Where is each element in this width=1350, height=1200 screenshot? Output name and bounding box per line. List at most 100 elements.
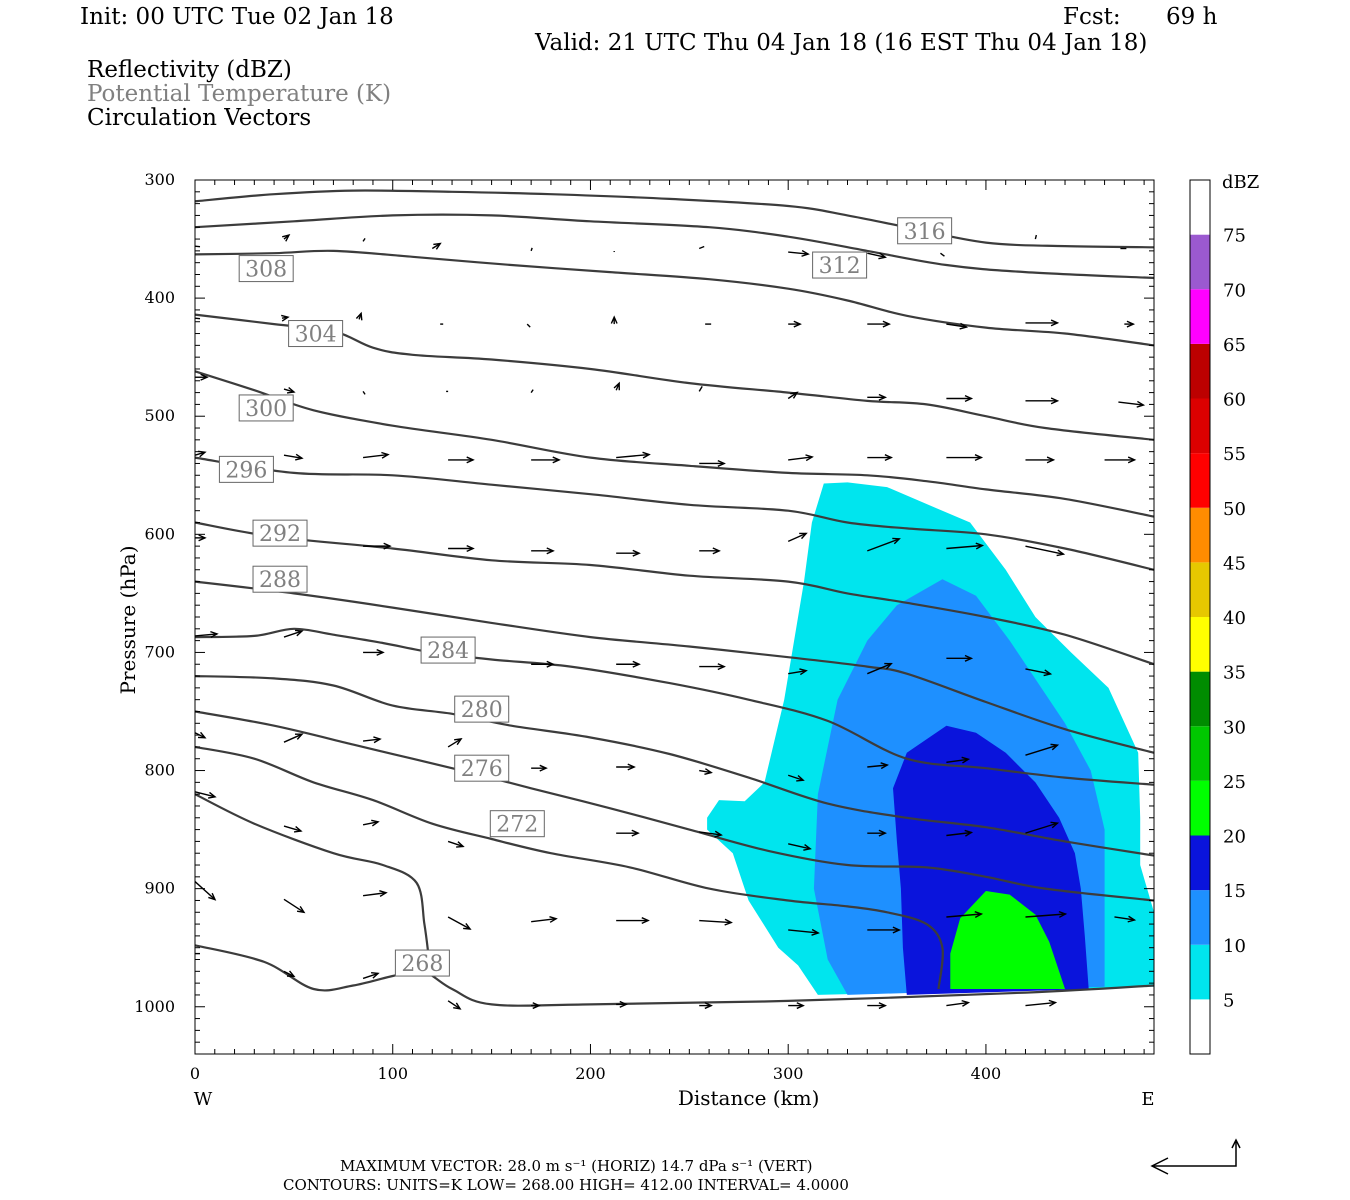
- y-tick-label: 1000: [134, 997, 175, 1016]
- circulation-vector-head: [197, 731, 207, 739]
- circulation-vector: [698, 386, 703, 392]
- y-tick-label: 800: [144, 761, 175, 780]
- circulation-vector-head: [714, 830, 723, 838]
- colorbar-segment: [1190, 999, 1210, 1054]
- colorbar-label: 60: [1223, 390, 1246, 411]
- circulation-vector: [447, 738, 462, 748]
- circulation-vector: [788, 929, 819, 934]
- circulation-vector-head: [453, 1002, 462, 1010]
- circulation-vector: [1025, 913, 1066, 918]
- circulation-vector-head: [974, 454, 984, 462]
- circulation-vector-head: [878, 252, 887, 260]
- circulation-vector-head: [704, 768, 713, 775]
- colorbar-segment: [1190, 289, 1210, 344]
- field-circulation-title: Circulation Vectors: [87, 105, 312, 131]
- theta-label-box: [454, 695, 510, 723]
- west-label: W: [194, 1089, 213, 1110]
- colorbar-label: 25: [1223, 772, 1246, 793]
- colorbar-label: 40: [1223, 608, 1246, 629]
- circulation-vector-head: [552, 456, 561, 464]
- circulation-vector: [530, 389, 534, 393]
- circulation-vector: [531, 918, 557, 923]
- circulation-vector-head: [882, 320, 892, 328]
- circulation-vector-head: [805, 454, 814, 462]
- theta-contour-308: [194, 249, 1155, 347]
- colorbar-segment: [1190, 944, 1210, 1000]
- colorbar-label: 55: [1223, 444, 1246, 465]
- circulation-vector-head: [373, 736, 382, 744]
- circulation-vector-head: [200, 373, 209, 381]
- circulation-vector: [1118, 401, 1144, 406]
- circulation-vector: [194, 881, 216, 901]
- circulation-vector-head: [964, 395, 974, 402]
- circulation-vector: [194, 791, 216, 798]
- x-tick-label: 200: [575, 1064, 606, 1083]
- circulation-vector: [283, 825, 302, 832]
- circulation-vector-head: [371, 972, 380, 979]
- circulation-vector-head: [282, 233, 291, 242]
- circulation-vector: [787, 532, 807, 543]
- circulation-vector-head: [293, 825, 303, 833]
- circulation-vector-head: [456, 841, 465, 848]
- colorbar-label: 15: [1223, 881, 1246, 902]
- reference-vector-head-vertical: [1231, 1138, 1241, 1149]
- theta-contour-label: 312: [819, 254, 861, 279]
- circulation-vector-head: [642, 451, 651, 459]
- x-tick-label: 0: [190, 1064, 200, 1083]
- theta-contour-300: [194, 370, 1155, 518]
- circulation-vector-head: [884, 662, 893, 670]
- forecast-label: Fcst:: [1063, 4, 1121, 30]
- colorbar-segment: [1190, 671, 1210, 727]
- circulation-vector-head: [1048, 999, 1058, 1007]
- circulation-vector-head: [796, 775, 805, 782]
- theta-label-box: [238, 394, 294, 422]
- circulation-vector-head: [613, 381, 620, 391]
- circulation-vector: [787, 391, 798, 400]
- circulation-vector-head: [641, 917, 650, 925]
- circulation-vector-head: [208, 892, 217, 901]
- circulation-vector-head: [433, 242, 442, 250]
- theta-contour-label: 304: [295, 323, 337, 348]
- circulation-vector: [283, 970, 295, 977]
- colorbar-label: 65: [1223, 335, 1246, 356]
- reference-vector-head-horizontal: [1150, 1157, 1169, 1175]
- circulation-vector: [283, 630, 303, 638]
- circulation-vector-head: [892, 537, 901, 545]
- colorbar-title: dBZ: [1222, 172, 1259, 193]
- circulation-vector-head: [884, 454, 894, 462]
- theta-contour-288: [194, 580, 1155, 754]
- colorbar-segment: [1190, 726, 1210, 781]
- circulation-vector-head: [1043, 669, 1053, 677]
- circulation-vector-head: [717, 663, 726, 671]
- circulation-vector: [787, 774, 804, 781]
- colorbar-label: 75: [1223, 226, 1246, 247]
- theta-contour-276: [194, 710, 1155, 902]
- circulation-vector-head: [355, 311, 363, 321]
- circulation-vector-head: [878, 393, 888, 401]
- circulation-vector-head: [294, 629, 304, 637]
- colorbar-label: 70: [1223, 280, 1246, 301]
- circulation-vector-head: [532, 1002, 541, 1010]
- circulation-vector-head: [197, 450, 207, 458]
- circulation-vector-head: [376, 648, 385, 656]
- circulation-vector-head: [379, 890, 388, 897]
- circulation-vector: [283, 733, 303, 743]
- circulation-vector: [867, 663, 892, 675]
- theta-label-box: [454, 754, 510, 782]
- circulation-vector-head: [281, 314, 290, 322]
- theta-contour-268: [194, 793, 430, 954]
- x-axis-label: Distance (km): [678, 1086, 820, 1110]
- circulation-vector-head: [295, 453, 304, 461]
- circulation-vector-head: [207, 791, 217, 799]
- circulation-vector-head: [790, 391, 799, 399]
- circulation-vector: [447, 916, 471, 930]
- circulation-vector: [699, 831, 722, 836]
- colorbar-segment: [1190, 780, 1210, 836]
- circulation-vector-head: [964, 829, 974, 837]
- circulation-vector-head: [793, 320, 802, 328]
- circulation-vector: [530, 247, 533, 252]
- colorbar-label: 30: [1223, 717, 1246, 738]
- theta-label-box: [897, 217, 953, 245]
- y-tick-label: 600: [144, 524, 175, 543]
